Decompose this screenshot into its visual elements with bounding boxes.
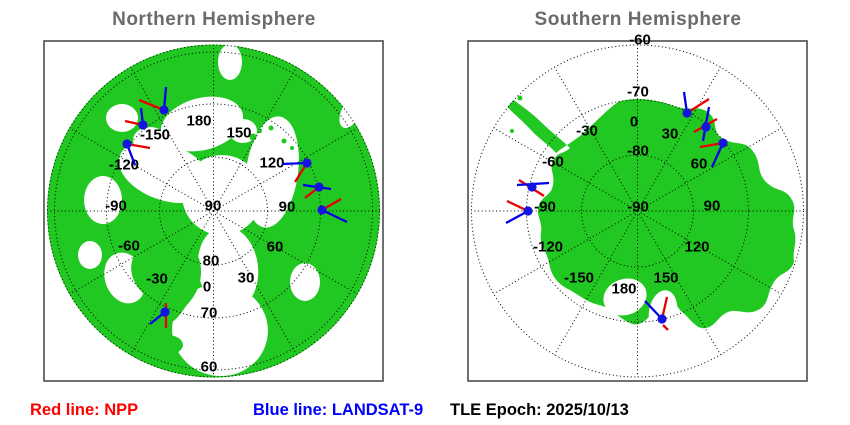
satellite-marker [693, 106, 718, 142]
grid-label-south: 150 [653, 269, 679, 287]
legend-npp: Red line: NPP [30, 401, 139, 419]
grid-label-south: 60 [690, 155, 708, 173]
grid-label-south: 120 [684, 238, 710, 256]
satellite-dot [682, 108, 692, 118]
grid-label-north: 90 [204, 197, 222, 215]
grid-label-north: -150 [139, 126, 171, 144]
satellite-marker [149, 303, 170, 328]
grid-label-north: -30 [146, 270, 168, 288]
satellite-dot [138, 120, 148, 130]
satellite-dot [527, 182, 537, 192]
satellite-dot [160, 307, 170, 317]
legend-landsat9: Blue line: LANDSAT-9 [253, 401, 424, 419]
grid-label-south: -60 [629, 31, 651, 49]
grid-label-north: 180 [186, 112, 212, 130]
satellite-marker [122, 139, 151, 166]
grid-label-south: -150 [563, 269, 595, 287]
grid-label-north: 70 [200, 304, 218, 322]
grid-label-south: -120 [532, 238, 564, 256]
satellite-marker [699, 138, 728, 168]
grid-label-north: 80 [202, 252, 220, 270]
grid-label-north: 120 [259, 154, 285, 172]
grid-label-south: 90 [703, 197, 721, 215]
satellite-dot [317, 205, 327, 215]
grid-label-north: 90 [278, 198, 296, 216]
satellite-marker [138, 86, 169, 115]
south-map-title: Southern Hemisphere [534, 9, 742, 30]
satellite-dot [302, 158, 312, 168]
satellite-marker [302, 182, 332, 199]
north-map [43, 40, 384, 382]
satellite-marker [644, 296, 669, 331]
north-map-frame [43, 40, 384, 382]
south-map [467, 40, 808, 382]
satellite-marker [281, 158, 312, 183]
grid-label-north: 60 [200, 358, 218, 376]
grid-label-south: -80 [627, 142, 649, 160]
satellite-dot [314, 182, 324, 192]
satellite-marker [505, 199, 533, 225]
legend-tle-epoch: TLE Epoch: 2025/10/13 [450, 401, 629, 419]
grid-label-north: -60 [118, 237, 140, 255]
grid-label-north: 30 [237, 269, 255, 287]
satellite-marker [682, 91, 710, 118]
south-graticule [471, 44, 804, 378]
grid-label-south: -70 [627, 83, 649, 101]
grid-label-north: 0 [202, 278, 212, 296]
satellite-marker [317, 198, 348, 224]
satellite-dot [523, 206, 533, 216]
satellite-marker [124, 107, 148, 130]
satellite-dot [159, 105, 169, 115]
north-map-title: Northern Hemisphere [112, 9, 316, 30]
grid-label-north: 150 [226, 124, 252, 142]
grid-label-north: -120 [108, 156, 140, 174]
grid-label-north: -90 [105, 197, 127, 215]
satellite-dot [657, 314, 667, 324]
grid-label-north: 60 [266, 238, 284, 256]
satellite-dot [718, 138, 728, 148]
grid-label-south: -90 [627, 198, 649, 216]
satellite-dot [122, 139, 132, 149]
grid-label-south: -90 [534, 198, 556, 216]
grid-label-south: 30 [661, 125, 679, 143]
grid-label-south: 180 [611, 280, 637, 298]
satellite-marker [516, 179, 550, 197]
grid-label-south: -60 [542, 153, 564, 171]
grid-label-south: -30 [576, 122, 598, 140]
north-land-shapes [47, 44, 380, 378]
satellite-dot [701, 122, 711, 132]
south-map-frame [467, 40, 808, 382]
grid-label-south: 0 [629, 113, 639, 131]
